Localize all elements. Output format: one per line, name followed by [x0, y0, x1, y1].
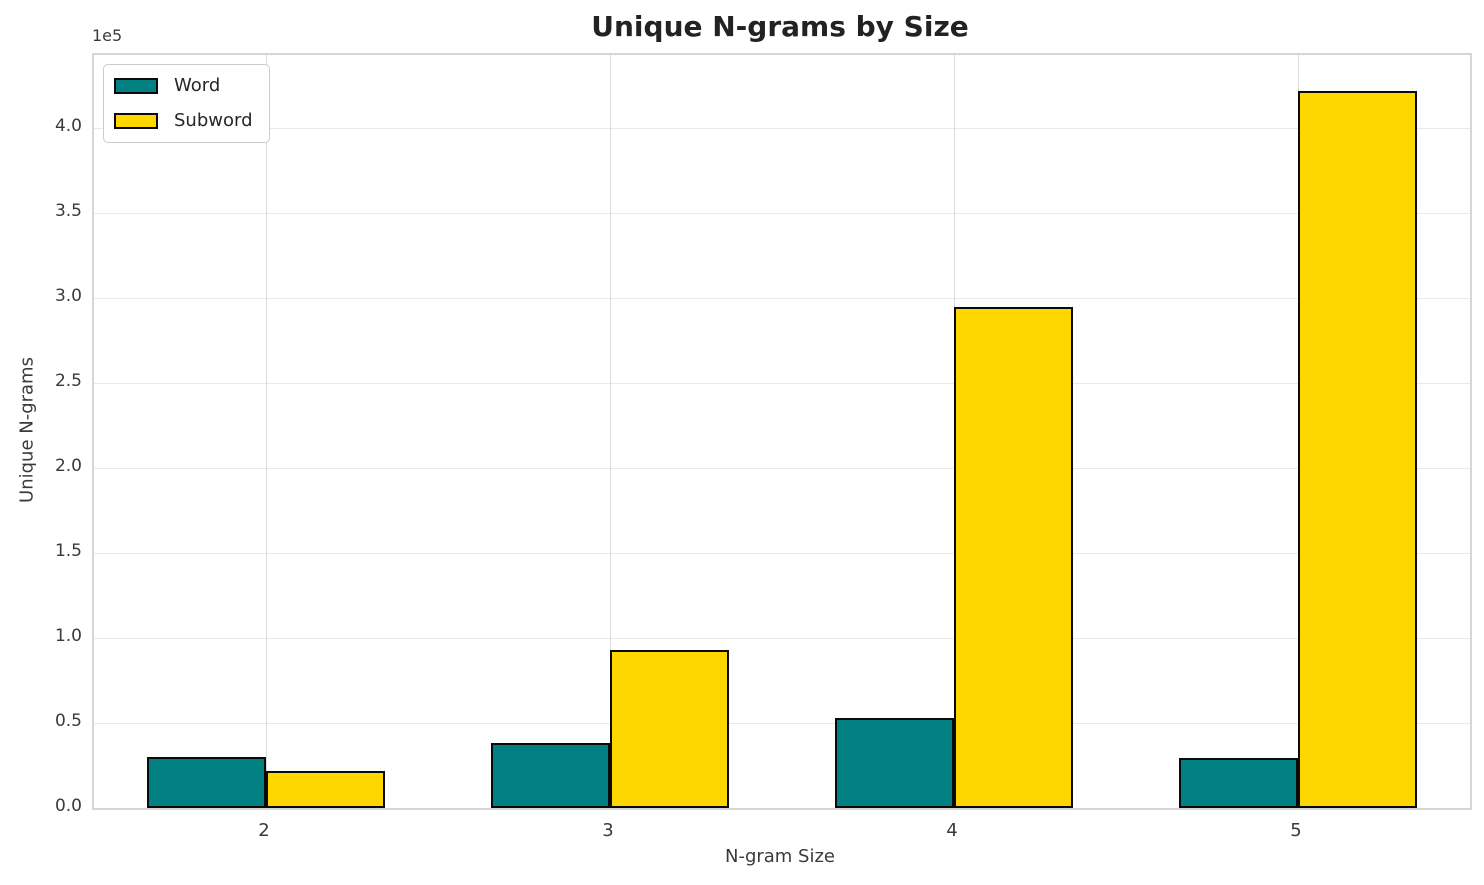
- gridline-x-2: [265, 55, 267, 808]
- gridline-y-3.5: [94, 212, 1470, 214]
- x-tick-label-5: 5: [1290, 820, 1302, 841]
- legend-item-word: Word: [114, 75, 253, 97]
- legend-swatch-word: [114, 78, 158, 94]
- y-tick-label-1.5: 1.5: [54, 541, 82, 562]
- bar-word-2: [147, 757, 266, 808]
- bar-subword-2: [266, 771, 385, 808]
- y-tick-label-3.0: 3.0: [54, 286, 82, 307]
- legend-item-subword: Subword: [114, 110, 253, 132]
- y-tick-label-0.5: 0.5: [54, 711, 82, 731]
- bar-word-5: [1179, 758, 1298, 808]
- y-tick-label-2.0: 2.0: [54, 456, 82, 477]
- gridline-y-2.0: [94, 467, 1470, 469]
- gridline-x-3: [609, 55, 611, 808]
- y-tick-label-4.0: 4.0: [54, 116, 82, 137]
- y-tick-label-1.0: 1.0: [54, 626, 82, 647]
- gridline-y-0.5: [94, 722, 1470, 724]
- y-tick-label-0.0: 0.0: [54, 796, 82, 816]
- chart-title: Unique N-grams by Size: [591, 10, 969, 43]
- x-tick-label-3: 3: [602, 820, 614, 841]
- bar-word-4: [835, 718, 954, 808]
- gridline-y-1.5: [94, 552, 1470, 554]
- y-tick-label-2.5: 2.5: [54, 371, 82, 392]
- x-axis-label: N-gram Size: [724, 846, 836, 867]
- x-tick-label-2: 2: [258, 820, 270, 841]
- legend: Word Subword: [103, 64, 270, 143]
- y-axis-offset-label: 1e5: [92, 26, 123, 45]
- gridline-y-3.0: [94, 297, 1470, 299]
- bar-subword-5: [1298, 91, 1417, 808]
- gridline-y-2.5: [94, 382, 1470, 384]
- gridline-y-4.0: [94, 127, 1470, 129]
- x-tick-label-4: 4: [946, 820, 958, 841]
- bar-subword-4: [954, 307, 1073, 808]
- legend-label-subword: Subword: [174, 110, 253, 131]
- bar-subword-3: [610, 650, 729, 808]
- plot-area: Word Subword: [92, 53, 1472, 810]
- legend-label-word: Word: [174, 75, 221, 96]
- y-tick-label-3.5: 3.5: [54, 201, 82, 222]
- legend-swatch-subword: [114, 113, 158, 129]
- bar-word-3: [491, 743, 610, 808]
- gridline-y-1.0: [94, 637, 1470, 639]
